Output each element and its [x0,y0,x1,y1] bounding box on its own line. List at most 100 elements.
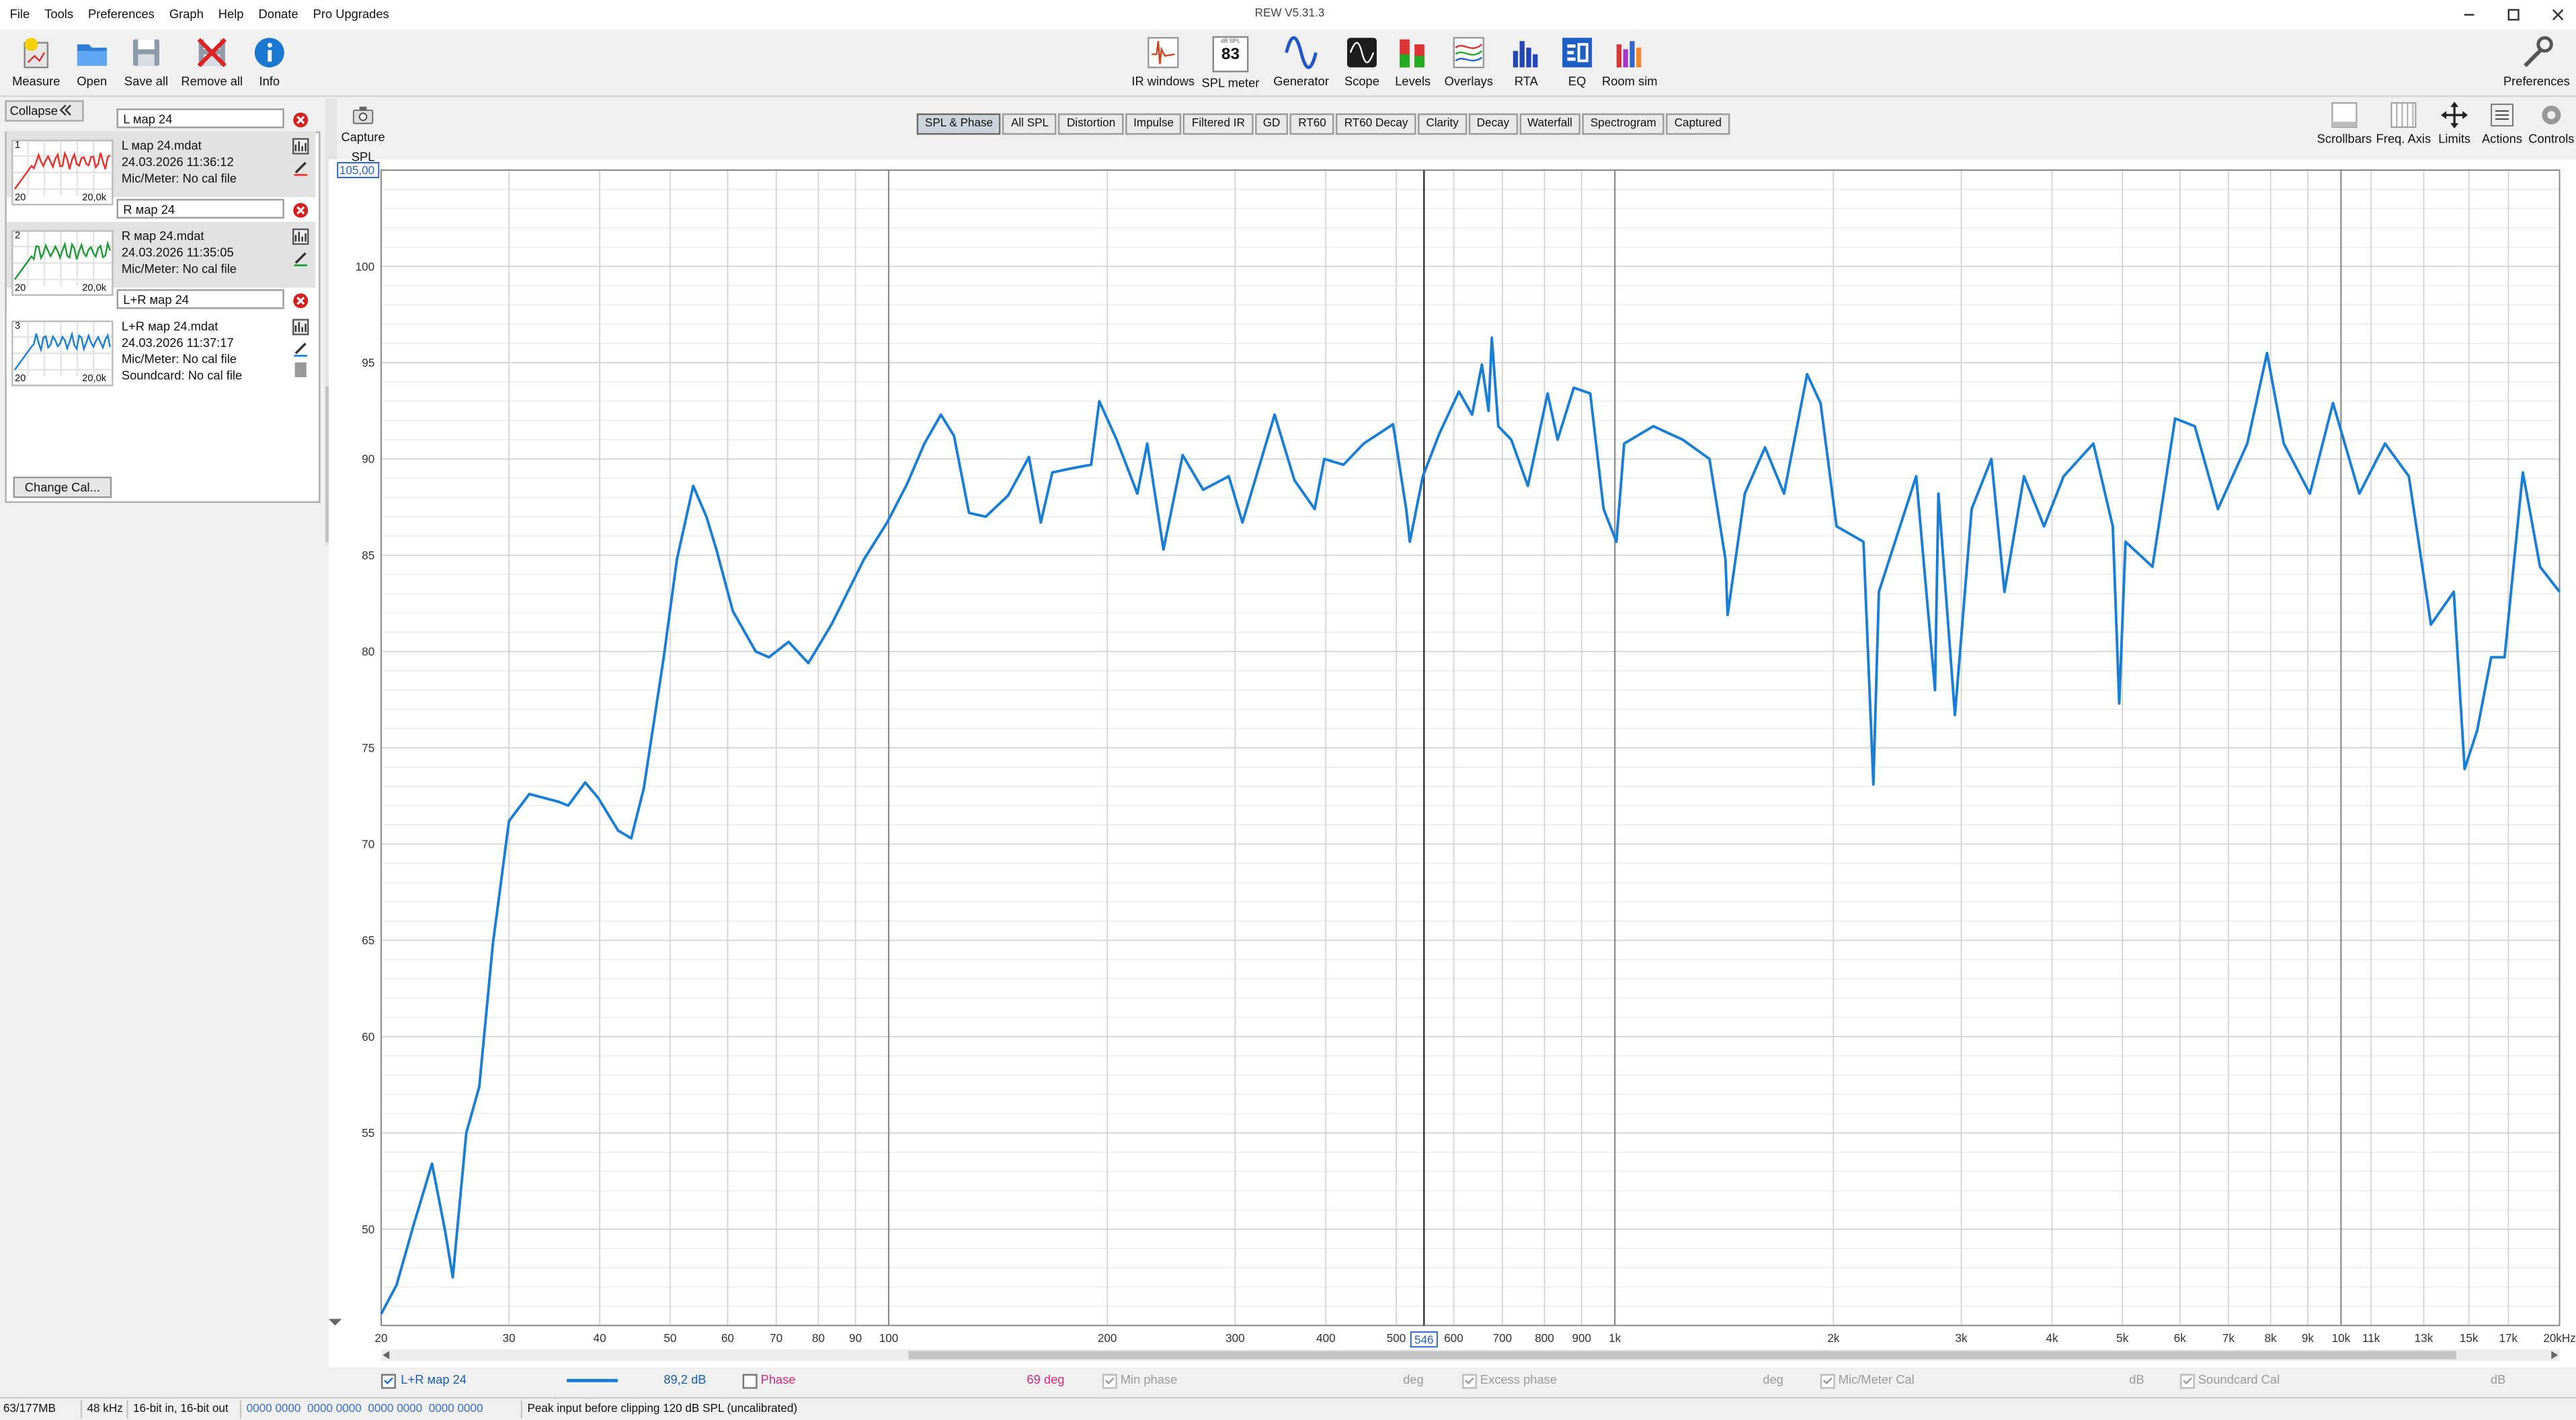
collapse-icon [58,104,73,122]
soundcard-cal-label: Soundcard Cal [2198,1372,2280,1388]
tab[interactable]: Waterfall [1519,113,1581,135]
tab[interactable]: Captured [1666,113,1730,135]
menu-item[interactable]: Help [218,6,244,22]
tab[interactable]: RT60 Decay [1336,113,1416,135]
toolbar-button[interactable]: Scope [1319,34,1404,89]
menu-item[interactable]: Pro Upgrades [313,6,389,22]
graph-icon[interactable] [292,319,309,340]
toolbar-button[interactable]: Measure [0,34,79,89]
graph-icon[interactable] [292,138,309,159]
measurement-info: 24.03.2026 11:35:05 [121,245,234,260]
delete-icon[interactable] [292,202,309,224]
change-cal-button[interactable]: Change Cal... [13,476,112,498]
tab[interactable]: Decay [1468,113,1518,135]
toolbar-button[interactable]: Overlays [1426,34,1511,89]
checkbox[interactable] [1462,1374,1478,1389]
name-field[interactable]: L+R мар 24 [116,289,284,309]
toolbar-button[interactable]: Info [227,34,312,89]
toolbar-button[interactable]: Levels [1370,34,1455,89]
delete-icon[interactable] [292,292,309,314]
toolbar-button[interactable]: Save all [104,34,189,89]
icon-part [293,202,309,218]
icon-part [13,141,112,196]
tab[interactable]: Impulse [1125,113,1182,135]
thumb-axis-label: 20 [14,374,26,385]
icon-part [2547,111,2556,120]
x-tick-label: 17k [2499,1332,2518,1345]
collapse-button[interactable]: Collapse [5,100,84,122]
tab[interactable]: Filtered IR [1183,113,1254,135]
icon-part [294,161,307,173]
toolbar-button[interactable]: Room sim [1587,34,1673,89]
tab[interactable]: SPL & Phase [916,113,1002,135]
icon [1370,34,1455,71]
capture-button[interactable]: Capture SPL [321,102,406,168]
toolbar-button[interactable]: Remove all [169,34,255,89]
icon-part [1400,39,1424,68]
x-scroll-thumb[interactable] [908,1351,2456,1359]
name-field[interactable]: R мар 24 [116,198,284,219]
icon-part [292,138,309,155]
close[interactable] [2552,9,2564,21]
menu-item[interactable]: Preferences [88,6,155,22]
checkbox[interactable] [2180,1374,2196,1389]
menu-item[interactable]: File [9,6,30,22]
icon-part [292,228,309,245]
menu-item[interactable]: Graph [169,6,204,22]
restore[interactable] [2507,9,2520,21]
toolbar-button[interactable]: IR windows [1121,34,1206,89]
icon-part [138,39,155,50]
name-field[interactable]: L мар 24 [116,108,284,128]
graph-icon[interactable] [292,228,309,250]
icon-part [2390,102,2417,128]
icon-part [138,54,155,66]
color-pen[interactable] [292,340,309,362]
status-bar [0,1396,2576,1420]
view-tool[interactable]: Controls [2509,100,2576,147]
icon-part [197,38,227,67]
color-pen[interactable] [292,159,309,181]
tab[interactable]: All SPL [1002,113,1057,135]
toolbar-button[interactable]: dB SPL 83 SPL meter [1188,34,1273,90]
icon-part [59,104,71,116]
icon-part [1623,49,1628,68]
status-separator [80,1400,83,1419]
menu-item[interactable]: Donate [258,6,298,22]
toolbar-button[interactable]: Generator [1258,34,1344,89]
checkbox[interactable] [1102,1374,1117,1389]
color-pen[interactable] [292,250,309,272]
button-label: Generator [1273,73,1329,89]
measurement-info: 24.03.2026 11:37:17 [121,335,234,350]
toolbar-button[interactable]: Preferences [2494,34,2576,89]
tab[interactable]: Spectrogram [1582,113,1665,135]
view-tool[interactable]: Freq. Axis [2361,100,2446,147]
delete-icon[interactable] [292,112,309,133]
checkbox[interactable] [380,1374,396,1389]
thumb-axis-label: 20,0k [82,374,107,385]
view-tool[interactable]: Actions [2459,100,2544,147]
icon-part [1453,36,1485,69]
tab[interactable]: Clarity [1418,113,1467,135]
icon-part [2495,110,2509,120]
view-tool[interactable]: Scrollbars [2302,100,2387,147]
tab[interactable]: Distortion [1058,113,1124,135]
checkbox[interactable] [742,1374,758,1389]
button-label: Preferences [2503,73,2570,89]
icon [1535,34,1620,71]
view-tool[interactable]: Limits [2412,100,2497,147]
toolbar-button[interactable]: RTA [1484,34,1569,89]
toolbar-button[interactable]: Open [49,34,134,89]
icon-part [1152,40,1175,65]
window-controls[interactable] [2458,5,2569,24]
menu-item[interactable]: Tools [44,6,74,22]
tab[interactable]: RT60 [1290,113,1335,135]
icon-part [1519,41,1525,68]
toolbar-button[interactable]: EQ [1535,34,1620,89]
tab[interactable]: GD [1254,113,1289,135]
checkbox[interactable] [1820,1374,1835,1389]
icon-part [1616,44,1622,68]
thumb-index: 2 [14,231,21,242]
status-item: 48 kHz [87,1403,123,1415]
button-label: Overlays [1444,73,1493,89]
